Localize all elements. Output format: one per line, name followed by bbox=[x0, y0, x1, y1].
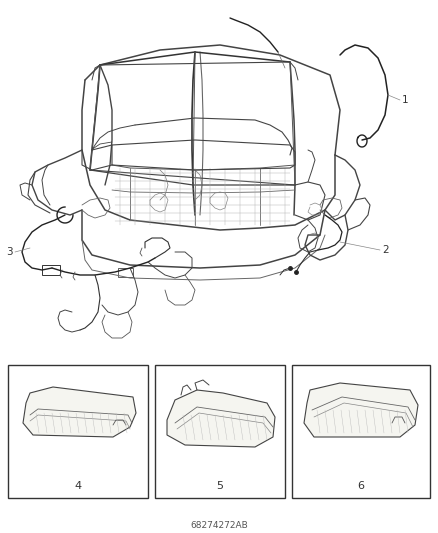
Polygon shape bbox=[304, 383, 418, 437]
Text: 6: 6 bbox=[357, 481, 364, 491]
Bar bbox=[292, 365, 430, 498]
Bar bbox=[42, 265, 60, 275]
Text: 1: 1 bbox=[402, 95, 409, 105]
Text: 3: 3 bbox=[7, 247, 13, 257]
Polygon shape bbox=[167, 390, 275, 447]
Text: 5: 5 bbox=[216, 481, 223, 491]
Text: 68274272AB: 68274272AB bbox=[190, 521, 248, 529]
Bar bbox=[155, 365, 285, 498]
Bar bbox=[118, 268, 133, 277]
Bar bbox=[8, 365, 148, 498]
Text: 4: 4 bbox=[74, 481, 81, 491]
Text: 2: 2 bbox=[382, 245, 389, 255]
Polygon shape bbox=[23, 387, 136, 437]
